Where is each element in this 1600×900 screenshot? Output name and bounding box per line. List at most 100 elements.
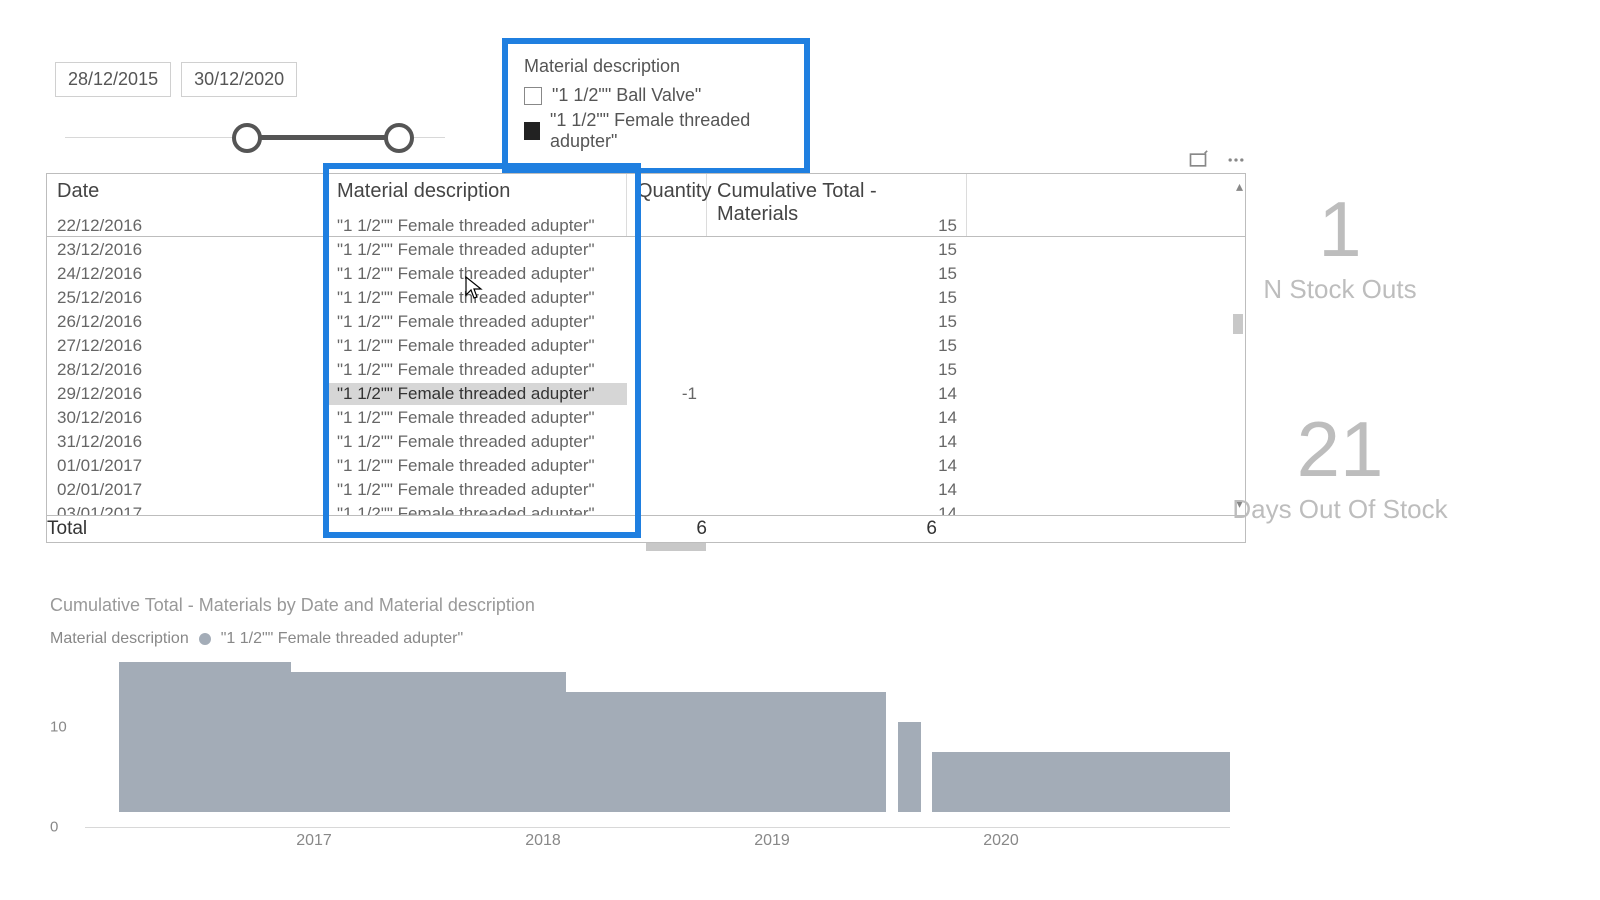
cell-material: "1 1/2"" Female threaded adupter"	[327, 431, 627, 453]
chart-legend: Material description "1 1/2"" Female thr…	[50, 630, 1250, 648]
kpi-days-out: 21 Days Out Of Stock	[1170, 410, 1510, 525]
cell-quantity	[627, 479, 707, 501]
date-end-input[interactable]: 30/12/2020	[181, 62, 297, 97]
kpi-days-out-value: 21	[1170, 410, 1510, 488]
more-options-icon[interactable]	[1226, 150, 1246, 170]
table-row[interactable]: 01/01/2017"1 1/2"" Female threaded adupt…	[47, 454, 1229, 478]
cell-cumulative: 15	[707, 335, 967, 357]
cell-material: "1 1/2"" Female threaded adupter"	[327, 407, 627, 429]
table-row[interactable]: 24/12/2016"1 1/2"" Female threaded adupt…	[47, 262, 1229, 286]
table-row[interactable]: 03/01/2017"1 1/2"" Female threaded adupt…	[47, 502, 1229, 516]
cell-quantity	[627, 215, 707, 237]
cell-quantity	[627, 431, 707, 453]
cell-date: 27/12/2016	[47, 335, 327, 357]
cumulative-chart[interactable]: Cumulative Total - Materials by Date and…	[50, 595, 1250, 827]
cell-cumulative: 14	[707, 455, 967, 477]
cell-quantity	[627, 335, 707, 357]
slicer-item-label: "1 1/2"" Ball Valve"	[552, 85, 701, 106]
cell-material: "1 1/2"" Female threaded adupter"	[327, 287, 627, 309]
slicer-item[interactable]: "1 1/2"" Ball Valve"	[524, 83, 788, 108]
table-row[interactable]: 02/01/2017"1 1/2"" Female threaded adupt…	[47, 478, 1229, 502]
cell-material: "1 1/2"" Female threaded adupter"	[327, 311, 627, 333]
y-tick-label: 10	[50, 719, 67, 736]
cell-cumulative: 15	[707, 287, 967, 309]
cell-cumulative: 14	[707, 431, 967, 453]
table-row[interactable]: 22/12/2016"1 1/2"" Female threaded adupt…	[47, 214, 1229, 238]
table-total-row: Total 6 6	[47, 515, 1245, 542]
cell-date: 22/12/2016	[47, 215, 327, 237]
cell-date: 24/12/2016	[47, 263, 327, 285]
kpi-stock-outs-label: N Stock Outs	[1170, 274, 1510, 305]
chart-area-segment	[898, 722, 921, 812]
cell-cumulative: 15	[707, 311, 967, 333]
table-row[interactable]: 25/12/2016"1 1/2"" Female threaded adupt…	[47, 286, 1229, 310]
chart-plot-area[interactable]: 0102017201820192020	[50, 662, 1230, 827]
cell-material: "1 1/2"" Female threaded adupter"	[327, 383, 627, 405]
x-tick-label: 2018	[525, 832, 561, 850]
cell-cumulative: 15	[707, 239, 967, 261]
cell-material: "1 1/2"" Female threaded adupter"	[327, 239, 627, 261]
cell-material: "1 1/2"" Female threaded adupter"	[327, 263, 627, 285]
cell-material: "1 1/2"" Female threaded adupter"	[327, 479, 627, 501]
cell-date: 25/12/2016	[47, 287, 327, 309]
table-row[interactable]: 28/12/2016"1 1/2"" Female threaded adupt…	[47, 358, 1229, 382]
cell-cumulative: 14	[707, 383, 967, 405]
cell-date: 02/01/2017	[47, 479, 327, 501]
cell-quantity	[627, 239, 707, 261]
date-range-slicer[interactable]: 28/12/2015 30/12/2020	[55, 62, 455, 159]
chart-title: Cumulative Total - Materials by Date and…	[50, 595, 1250, 616]
cell-date: 23/12/2016	[47, 239, 327, 261]
table-row[interactable]: 27/12/2016"1 1/2"" Female threaded adupt…	[47, 334, 1229, 358]
total-label: Total	[47, 518, 327, 540]
chart-baseline	[85, 827, 1230, 828]
checkbox-icon[interactable]	[524, 122, 540, 140]
cell-date: 26/12/2016	[47, 311, 327, 333]
cell-date: 30/12/2016	[47, 407, 327, 429]
table-toolbar	[46, 148, 1246, 172]
cell-material: "1 1/2"" Female threaded adupter"	[327, 455, 627, 477]
cell-quantity	[627, 263, 707, 285]
materials-table[interactable]: Date Material description Quantity Cumul…	[46, 173, 1246, 543]
cell-date: 28/12/2016	[47, 359, 327, 381]
table-body[interactable]: 22/12/2016"1 1/2"" Female threaded adupt…	[47, 214, 1229, 516]
legend-marker-icon	[199, 633, 211, 645]
cell-cumulative: 15	[707, 263, 967, 285]
total-cumulative: 6	[707, 518, 967, 540]
y-tick-label: 0	[50, 819, 58, 836]
hscroll-thumb[interactable]	[646, 543, 706, 551]
table-row[interactable]: 26/12/2016"1 1/2"" Female threaded adupt…	[47, 310, 1229, 334]
cell-cumulative: 14	[707, 407, 967, 429]
table-row[interactable]: 30/12/2016"1 1/2"" Female threaded adupt…	[47, 406, 1229, 430]
table-row[interactable]: 29/12/2016"1 1/2"" Female threaded adupt…	[47, 382, 1229, 406]
cell-material: "1 1/2"" Female threaded adupter"	[327, 215, 627, 237]
chart-area-segment	[932, 752, 1230, 812]
cell-material: "1 1/2"" Female threaded adupter"	[327, 335, 627, 357]
cell-date: 31/12/2016	[47, 431, 327, 453]
slicer-item-label: "1 1/2"" Female threaded adupter"	[550, 110, 788, 152]
table-row[interactable]: 23/12/2016"1 1/2"" Female threaded adupt…	[47, 238, 1229, 262]
x-tick-label: 2020	[983, 832, 1019, 850]
cell-quantity	[627, 287, 707, 309]
material-slicer-title: Material description	[524, 56, 788, 77]
chart-area-segment	[291, 672, 566, 812]
legend-series-label: "1 1/2"" Female threaded adupter"	[221, 630, 463, 648]
checkbox-icon[interactable]	[524, 87, 542, 105]
cell-date: 29/12/2016	[47, 383, 327, 405]
kpi-days-out-label: Days Out Of Stock	[1170, 494, 1510, 525]
scroll-thumb[interactable]	[1233, 314, 1243, 334]
cell-material: "1 1/2"" Female threaded adupter"	[327, 359, 627, 381]
chart-area-segment	[119, 662, 291, 812]
cell-quantity	[627, 407, 707, 429]
cell-quantity	[627, 359, 707, 381]
table-row[interactable]: 31/12/2016"1 1/2"" Female threaded adupt…	[47, 430, 1229, 454]
total-quantity: 6	[627, 518, 707, 540]
slider-fill	[247, 135, 399, 140]
cell-cumulative: 15	[707, 215, 967, 237]
x-tick-label: 2019	[754, 832, 790, 850]
focus-mode-icon[interactable]	[1188, 150, 1208, 170]
date-start-input[interactable]: 28/12/2015	[55, 62, 171, 97]
kpi-stock-outs-value: 1	[1170, 190, 1510, 268]
cell-cumulative: 14	[707, 479, 967, 501]
cell-cumulative: 15	[707, 359, 967, 381]
x-tick-label: 2017	[296, 832, 332, 850]
